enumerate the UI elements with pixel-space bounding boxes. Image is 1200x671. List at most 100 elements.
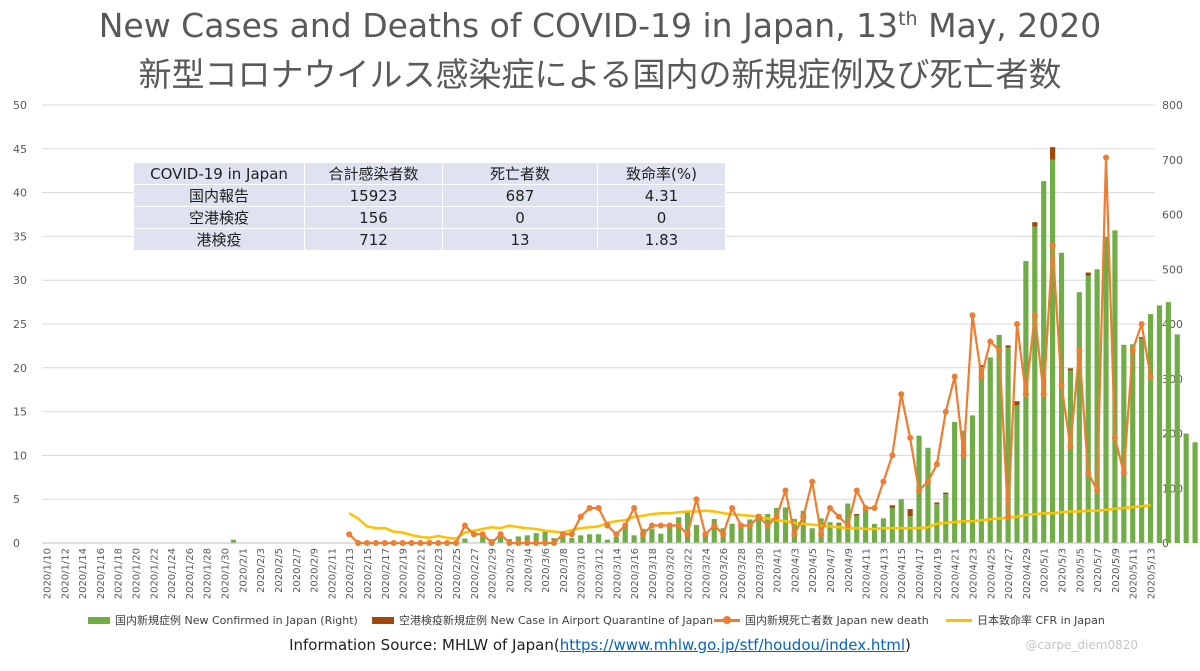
point-deaths — [461, 522, 468, 529]
x-tick-label: 2020/2/1 — [238, 548, 249, 593]
y-left-tick-label: 35 — [13, 230, 27, 243]
summary-row: 国内報告 15923 687 4.31 — [133, 184, 726, 207]
x-tick-label: 2020/5/3 — [1058, 548, 1069, 593]
bar-confirmed — [1032, 226, 1038, 544]
bar-confirmed — [1058, 252, 1065, 543]
y-left-tick-label: 0 — [13, 537, 20, 550]
title-en-tail: May, 2020 — [917, 6, 1102, 45]
point-deaths — [648, 522, 655, 529]
legend-item-deaths: 国内新規死亡者数 Japan new death — [714, 612, 929, 628]
x-tick-label: 2020/3/4 — [523, 548, 534, 593]
x-tick-label: 2020/1/28 — [203, 548, 214, 599]
point-deaths — [809, 478, 816, 485]
point-deaths — [764, 522, 771, 529]
source-prefix: Information Source: MHLW of Japan( — [289, 636, 560, 654]
bar-airport — [1067, 368, 1073, 371]
bar-airport — [978, 365, 984, 368]
point-deaths — [996, 347, 1003, 354]
x-tick-label: 2020/3/6 — [541, 548, 552, 593]
x-tick-label: 2020/2/25 — [452, 548, 463, 599]
x-tick-label: 2020/2/3 — [256, 548, 267, 593]
x-tick-label: 2020/4/1 — [773, 548, 784, 593]
bar-confirmed — [702, 535, 708, 543]
point-deaths — [568, 531, 575, 538]
summary-header-row: COVID-19 in Japan 合計感染者数 死亡者数 致命率(%) — [133, 162, 726, 185]
bar-confirmed — [925, 447, 931, 543]
bar-confirmed — [667, 526, 673, 543]
bar-confirmed — [960, 430, 967, 543]
bar-confirmed — [871, 523, 878, 543]
bar-confirmed — [889, 507, 895, 543]
x-tick-label: 2020/2/7 — [292, 548, 303, 593]
author-handle: @carpe_diem0820 — [1025, 638, 1138, 652]
x-tick-label: 2020/3/22 — [684, 548, 695, 599]
x-tick-label: 2020/4/21 — [951, 548, 962, 599]
point-deaths — [470, 531, 477, 538]
point-deaths — [720, 531, 727, 538]
bar-confirmed — [613, 536, 619, 543]
point-deaths — [978, 373, 985, 380]
bar-confirmed — [711, 518, 717, 543]
x-tick-label: 2020/2/11 — [327, 548, 338, 599]
x-tick-label: 2020/2/13 — [345, 548, 356, 599]
bar-confirmed — [773, 507, 780, 543]
summary-cell: 港検疫 — [133, 228, 305, 251]
point-deaths — [871, 504, 878, 511]
legend-line-cfr — [946, 618, 972, 622]
bar-confirmed — [1130, 344, 1136, 543]
legend-label-cfr: 日本致命率 CFR in Japan — [977, 614, 1105, 627]
bar-confirmed — [996, 334, 1002, 543]
bar-confirmed — [1183, 433, 1189, 543]
x-tick-label: 2020/3/28 — [737, 548, 748, 599]
bar-airport — [1032, 222, 1038, 227]
point-deaths — [355, 540, 362, 546]
title-en-main: New Cases and Deaths of COVID-19 in Japa… — [98, 6, 899, 45]
point-deaths — [933, 461, 940, 468]
legend-label-confirmed: 国内新規症例 New Confirmed in Japan (Right) — [115, 614, 358, 627]
legend-item-cfr: 日本致命率 CFR in Japan — [946, 612, 1105, 628]
bar-confirmed — [1156, 305, 1163, 543]
point-deaths — [853, 487, 860, 494]
x-tick-label: 2020/5/1 — [1040, 548, 1051, 593]
point-deaths — [1138, 321, 1145, 327]
legend-marker-deaths — [723, 615, 731, 624]
x-tick-label: 2020/3/16 — [630, 548, 641, 599]
x-tick-label: 2020/4/17 — [915, 548, 926, 599]
bar-confirmed — [515, 536, 521, 543]
legend-label-deaths: 国内新規死亡者数 Japan new death — [745, 614, 929, 627]
summary-cell: 15923 — [304, 184, 443, 207]
source-note: Information Source: MHLW of Japan(https:… — [0, 636, 1200, 654]
point-deaths — [506, 540, 513, 546]
point-deaths — [666, 522, 673, 529]
bar-confirmed — [809, 528, 815, 543]
point-deaths — [907, 434, 914, 441]
summary-cell: 687 — [442, 184, 598, 207]
x-tick-label: 2020/2/29 — [488, 548, 499, 599]
summary-cell: 1.83 — [597, 228, 726, 251]
point-deaths — [844, 522, 851, 529]
bar-confirmed — [524, 535, 530, 543]
point-deaths — [773, 513, 780, 520]
bar-confirmed — [1041, 181, 1047, 544]
bar-confirmed — [230, 539, 237, 543]
bar-confirmed — [747, 519, 753, 543]
x-tick-label: 2020/4/19 — [933, 548, 944, 599]
x-tick-label: 2020/4/11 — [862, 548, 873, 599]
point-deaths — [737, 522, 744, 529]
x-tick-label: 2020/3/2 — [505, 548, 516, 593]
point-deaths — [791, 531, 798, 538]
summary-cell: 156 — [304, 206, 443, 229]
x-tick-label: 2020/1/30 — [221, 548, 232, 599]
point-deaths — [1022, 391, 1029, 398]
chart-canvas: 0510152025303540455001002003004005006007… — [13, 99, 1198, 599]
bar-confirmed — [1005, 347, 1011, 543]
summary-header-cell: 致命率(%) — [597, 162, 726, 185]
x-tick-label: 2020/5/7 — [1093, 548, 1104, 593]
point-deaths — [862, 504, 869, 511]
x-tick-label: 2020/1/18 — [114, 548, 125, 599]
series-line-cfr — [348, 504, 1151, 540]
chart-title-en: New Cases and Deaths of COVID-19 in Japa… — [0, 6, 1200, 45]
source-link[interactable]: https://www.mhlw.go.jp/stf/houdou/index.… — [559, 636, 906, 654]
point-deaths — [1085, 469, 1092, 476]
bar-confirmed — [622, 524, 628, 543]
